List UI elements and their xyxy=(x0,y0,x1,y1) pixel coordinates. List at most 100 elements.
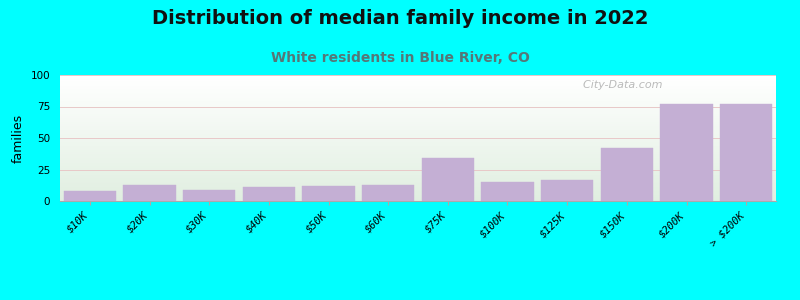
Bar xyxy=(60,154,776,155)
Bar xyxy=(60,177,776,178)
Bar xyxy=(601,148,653,201)
Bar xyxy=(60,95,776,96)
Bar xyxy=(60,175,776,176)
Bar xyxy=(60,107,776,108)
Bar xyxy=(60,141,776,142)
Bar xyxy=(60,120,776,121)
Bar xyxy=(60,101,776,102)
Bar xyxy=(60,165,776,166)
Bar xyxy=(60,150,776,151)
Bar xyxy=(60,94,776,95)
Bar xyxy=(60,140,776,141)
Bar xyxy=(60,78,776,79)
Bar xyxy=(60,151,776,152)
Bar xyxy=(60,164,776,165)
Bar xyxy=(60,167,776,168)
Bar xyxy=(60,184,776,185)
Bar xyxy=(60,133,776,134)
Bar xyxy=(60,187,776,188)
Bar xyxy=(60,148,776,149)
Bar xyxy=(60,178,776,179)
Bar xyxy=(60,188,776,189)
Bar xyxy=(60,189,776,190)
Bar xyxy=(60,115,776,116)
Bar xyxy=(60,198,776,199)
Bar xyxy=(660,104,713,201)
Bar xyxy=(60,155,776,156)
Bar xyxy=(60,81,776,82)
Bar xyxy=(60,180,776,181)
Bar xyxy=(60,173,776,174)
Text: Distribution of median family income in 2022: Distribution of median family income in … xyxy=(152,9,648,28)
Bar xyxy=(60,152,776,153)
Bar xyxy=(60,121,776,122)
Bar xyxy=(183,190,235,201)
Bar xyxy=(60,97,776,98)
Bar xyxy=(720,104,773,201)
Bar xyxy=(60,92,776,93)
Bar xyxy=(60,132,776,133)
Bar xyxy=(60,158,776,159)
Bar xyxy=(60,185,776,186)
Bar xyxy=(60,116,776,117)
Bar xyxy=(60,196,776,197)
Bar xyxy=(60,186,776,187)
Bar xyxy=(60,191,776,192)
Bar xyxy=(60,104,776,105)
Bar xyxy=(60,142,776,143)
Bar xyxy=(60,199,776,200)
Bar xyxy=(123,184,176,201)
Bar xyxy=(60,123,776,124)
Bar xyxy=(422,158,474,201)
Bar xyxy=(60,85,776,86)
Bar xyxy=(60,157,776,158)
Bar xyxy=(63,191,116,201)
Bar xyxy=(60,77,776,78)
Bar xyxy=(60,200,776,201)
Bar xyxy=(60,193,776,194)
Bar xyxy=(60,129,776,130)
Bar xyxy=(60,192,776,193)
Bar xyxy=(60,131,776,132)
Bar xyxy=(60,90,776,91)
Bar xyxy=(60,126,776,127)
Bar xyxy=(60,75,776,76)
Bar xyxy=(60,159,776,160)
Bar xyxy=(60,91,776,92)
Bar xyxy=(60,136,776,137)
Bar xyxy=(60,96,776,97)
Bar xyxy=(60,172,776,173)
Bar xyxy=(60,103,776,104)
Bar xyxy=(60,197,776,198)
Text: City-Data.com: City-Data.com xyxy=(575,80,662,90)
Bar xyxy=(60,170,776,171)
Bar xyxy=(60,174,776,175)
Bar xyxy=(60,76,776,77)
Bar xyxy=(60,100,776,101)
Bar xyxy=(60,124,776,125)
Bar xyxy=(60,113,776,114)
Bar xyxy=(60,127,776,128)
Bar xyxy=(60,149,776,150)
Bar xyxy=(60,125,776,126)
Bar xyxy=(60,138,776,139)
Bar xyxy=(60,117,776,118)
Bar xyxy=(60,87,776,88)
Bar xyxy=(60,171,776,172)
Bar xyxy=(60,110,776,111)
Bar xyxy=(60,153,776,154)
Bar xyxy=(60,79,776,80)
Bar xyxy=(60,99,776,100)
Bar xyxy=(60,108,776,109)
Bar xyxy=(60,144,776,145)
Bar xyxy=(482,182,534,201)
Bar xyxy=(60,181,776,182)
Bar xyxy=(60,112,776,113)
Bar xyxy=(60,146,776,147)
Bar xyxy=(60,179,776,180)
Bar xyxy=(60,168,776,169)
Bar xyxy=(60,161,776,162)
Bar xyxy=(60,114,776,115)
Bar xyxy=(60,134,776,135)
Bar xyxy=(60,111,776,112)
